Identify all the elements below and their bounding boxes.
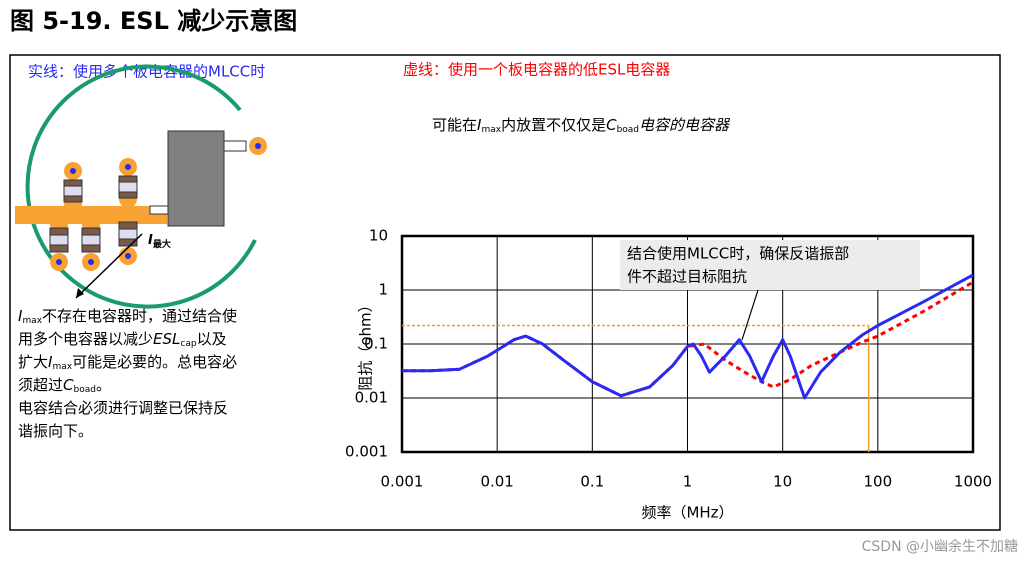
x-tick-label: 0.1 [580,473,604,491]
t: I [48,353,53,371]
t: 以及 [197,330,227,348]
note-line: 用多个电容器以减少ESLcap以及 [18,330,227,349]
t: cap [180,339,196,349]
t: 用多个电容器以减少 [18,330,153,348]
t: C [606,116,617,134]
x-tick-label: 10 [773,473,792,491]
plot-frame [400,234,975,454]
y-tick-label: 10 [369,227,388,245]
top-note: 可能在Imax内放置不仅仅是Cboad电容的电容器 [432,116,731,135]
x-tick-label: 1 [683,473,693,491]
t: 电容的电容器 [639,116,731,134]
y-tick-label: 0.1 [364,335,388,353]
loop [25,64,257,309]
t: 内放置不仅仅是 [501,116,606,134]
y-tick-label: 1 [378,281,388,299]
t: 可能在 [432,116,477,134]
note-line: 电容结合必须进行调整已保持反 [18,399,228,417]
x-tick-label: 1000 [954,473,992,491]
y-tick-label: 0.001 [345,443,388,461]
t: 谐振向下。 [18,422,93,440]
t: 电容结合必须进行调整已保持反 [18,399,228,417]
note-line: Imax不存在电容器时，通过结合使 [18,307,237,326]
t: 可能是必要的。总电容必 [72,353,237,371]
t: max [481,125,501,135]
y-axis-label: 阻抗（ohm） [357,297,375,390]
y-tick-label: 0.01 [355,389,388,407]
x-tick-label: 0.001 [381,473,424,491]
label-i: I [148,233,153,248]
note-line: 扩大Imax可能是必要的。总电容必 [18,353,237,372]
x-tick-label: 0.01 [480,473,513,491]
note-line: 须超过Cboad。 [18,376,111,395]
figure-title: 图 5-19. ESL 减少示意图 [10,7,297,35]
arrow [75,233,143,299]
t: boad [74,385,96,395]
frame [9,54,1001,531]
vias [56,143,261,265]
callout-pointer [741,289,759,341]
t: ESL [153,330,180,348]
t: C [63,376,74,394]
note-line: 谐振向下。 [18,422,93,440]
t: 须超过 [18,376,63,394]
x-tick-label: 100 [864,473,893,491]
callout-box [620,240,920,290]
callout-line: 结合使用MLCC时，确保反谐振部 [627,245,849,263]
diagram-label: I最大 [148,233,171,250]
callout-line: 件不超过目标阻抗 [627,268,747,286]
watermark: CSDN @小幽余生不加糖 [862,538,1018,555]
t: I [477,116,482,134]
diagram: I最大 [15,64,267,309]
legend-dashed: 虚线：使用一个板电容器的低ESL电容器 [403,61,670,79]
x-axis-label: 频率（MHz） [641,504,733,522]
left-note: Imax不存在电容器时，通过结合使 用多个电容器以减少ESLcap以及 扩大Im… [18,307,237,440]
capacitors [49,130,247,253]
label-sub: 最大 [153,238,171,250]
t: max [22,316,42,326]
plot: 0.001 0.01 0.1 1 10 100 1000 0.001 0.01 0.1 1 10 频率（… [345,227,992,522]
t: I [18,307,23,325]
t: max [52,362,72,372]
t: boad [617,125,639,135]
arrowhead [76,288,84,298]
t: 扩大 [18,353,48,371]
series-line [402,273,974,400]
legend-solid: 实线：使用多个板电容器的MLCC时 [28,63,265,81]
t: 。 [96,376,111,394]
t: 不存在电容器时，通过结合使 [42,307,237,325]
